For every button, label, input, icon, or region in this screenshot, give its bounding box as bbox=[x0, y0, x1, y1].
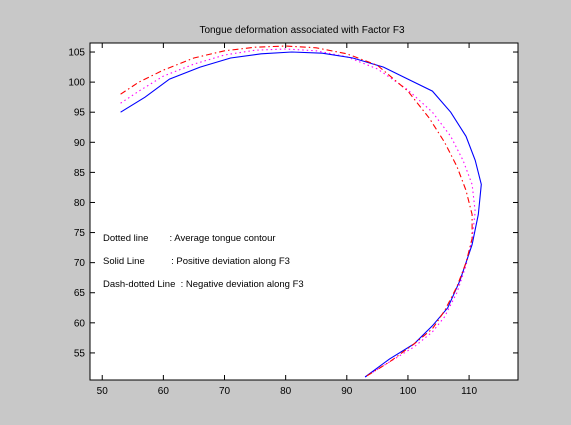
y-tick-label: 95 bbox=[74, 108, 86, 119]
plot-area bbox=[89, 42, 519, 381]
y-tick-label: 65 bbox=[74, 288, 86, 299]
series-line-dotted bbox=[120, 48, 476, 378]
annotation-dotted-line: Dotted line : Average tongue contour bbox=[103, 233, 276, 244]
annotation-layer: Dotted line : Average tongue contour Sol… bbox=[103, 233, 304, 290]
x-tick-label: 70 bbox=[219, 386, 231, 397]
y-tick-label: 100 bbox=[68, 78, 85, 89]
series-layer bbox=[120, 45, 482, 378]
y-tick-label: 70 bbox=[74, 258, 86, 269]
y-tick-label: 75 bbox=[74, 228, 86, 239]
y-tick-label: 90 bbox=[74, 138, 86, 149]
y-tick-label: 60 bbox=[74, 318, 86, 329]
y-tick-label: 85 bbox=[74, 168, 86, 179]
x-tick-label: 60 bbox=[158, 386, 170, 397]
x-tick-label: 110 bbox=[461, 386, 477, 397]
x-tick-label: 90 bbox=[341, 386, 353, 397]
annotation-dash-dotted-line: Dash-dotted Line : Negative deviation al… bbox=[103, 279, 304, 290]
y-tick-label: 80 bbox=[74, 198, 86, 209]
chart-title: Tongue deformation associated with Facto… bbox=[199, 25, 405, 36]
y-tick-label: 105 bbox=[68, 48, 85, 59]
x-tick-label: 50 bbox=[97, 386, 109, 397]
series-line-dash-dotted bbox=[120, 45, 473, 378]
x-tick-label: 80 bbox=[280, 386, 292, 397]
annotation-solid-line: Solid Line : Positive deviation along F3 bbox=[103, 256, 290, 267]
series-line-solid bbox=[120, 51, 482, 378]
y-tick-label: 55 bbox=[74, 348, 86, 359]
y-axis: 55 60 65 70 75 80 85 90 95 100 105 bbox=[68, 48, 518, 359]
x-tick-label: 100 bbox=[400, 386, 417, 397]
x-axis: 50 60 70 80 90 100 110 bbox=[97, 43, 477, 397]
